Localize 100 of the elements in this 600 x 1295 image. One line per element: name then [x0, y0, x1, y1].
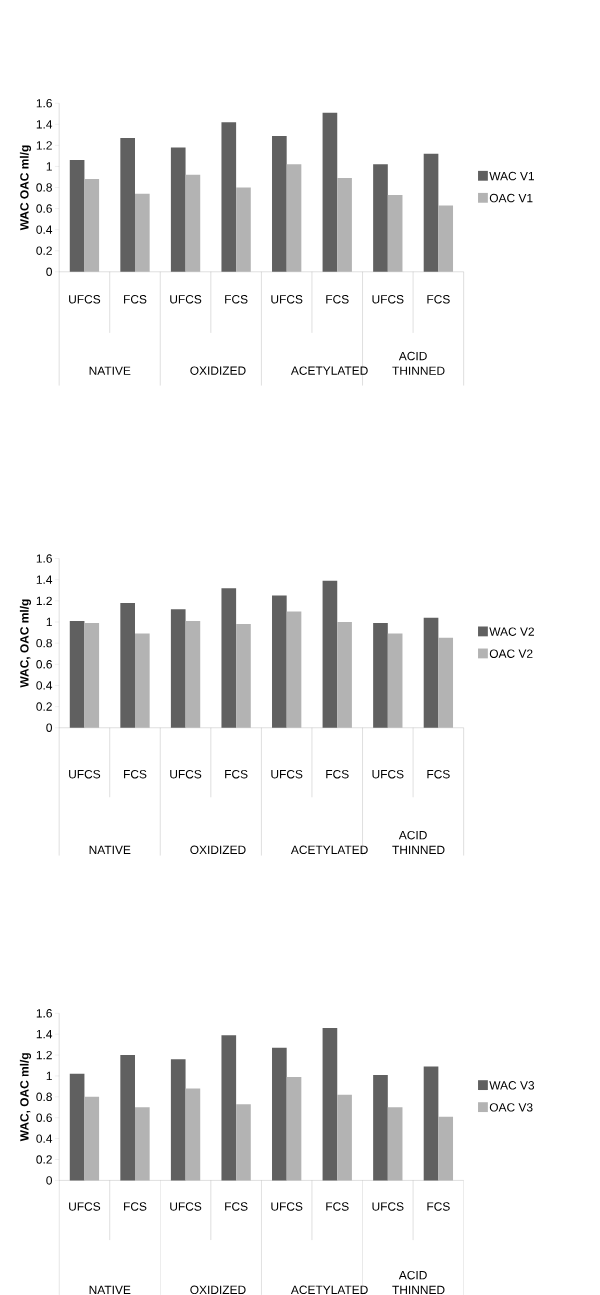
bar: [423, 153, 439, 272]
bar: [387, 633, 403, 728]
text: OXIDIZED: [190, 845, 246, 855]
bar: [84, 623, 99, 728]
bar: [185, 1088, 201, 1181]
y-tick-label: 0.8: [36, 183, 52, 192]
bar: [69, 160, 85, 272]
y-tick-label: 1: [46, 1071, 52, 1081]
x-tick-label: UFCS: [372, 769, 404, 779]
legend-label: WAC V2: [489, 627, 534, 636]
x-tick-label: UFCS: [170, 295, 202, 304]
x-tick-label: FCS: [224, 769, 248, 779]
bar: [438, 637, 453, 728]
bar: [69, 1073, 85, 1181]
bar: [134, 1107, 150, 1181]
bar: [286, 164, 302, 272]
x-tick-label: UFCS: [170, 769, 202, 779]
y-tick-label: 1.6: [36, 554, 52, 563]
bar: [423, 617, 439, 728]
y-tick-label: 0: [46, 267, 52, 277]
x-tick-label: UFCS: [68, 769, 100, 779]
bar: [286, 611, 302, 728]
y-tick-label: 0.6: [36, 204, 52, 213]
bar: [120, 1055, 135, 1181]
bar: [271, 595, 287, 728]
text: NATIVE: [89, 366, 131, 375]
bar: [337, 1094, 352, 1181]
x-tick-label: UFCS: [271, 295, 303, 304]
bar: [120, 602, 135, 728]
y-tick-label: 0.4: [36, 1134, 52, 1143]
legend-label: WAC V1: [489, 171, 534, 181]
y-tick-label: 1.4: [36, 575, 52, 584]
bar: [322, 1027, 338, 1181]
x-tick-label: FCS: [326, 295, 349, 304]
text: ACID THINNED: [392, 351, 445, 375]
bar: [372, 623, 388, 728]
x-tick-label: FCS: [326, 1202, 349, 1211]
bar: [235, 1104, 251, 1181]
x-tick-label: FCS: [123, 1202, 147, 1211]
bar: [185, 620, 201, 728]
bar: [84, 179, 99, 272]
y-tick-label: 1.6: [36, 1009, 52, 1018]
text: ACID THINNED: [392, 1270, 445, 1295]
legend-label: OAC V1: [489, 193, 533, 203]
bar: [120, 138, 135, 272]
bar: [372, 164, 388, 272]
bar: [134, 633, 150, 728]
y-tick-label: 0.8: [36, 1092, 52, 1102]
bar: [337, 621, 352, 728]
bar: [387, 1107, 403, 1181]
x-tick-label: UFCS: [372, 295, 404, 304]
y-tick-label: 0: [46, 1176, 52, 1185]
bar: [84, 1096, 99, 1181]
y-tick-label: 0.6: [36, 660, 52, 669]
bar: [221, 588, 236, 728]
bar: [438, 1116, 453, 1181]
y-tick-label: 1.4: [36, 1030, 52, 1039]
y-tick-label: 1.4: [36, 120, 52, 129]
bar: [387, 194, 403, 272]
text: NATIVE: [89, 845, 131, 855]
y-tick-label: 1.6: [36, 99, 52, 108]
y-axis-title: WAC, OAC ml/g: [19, 599, 31, 688]
bar: [221, 1035, 236, 1181]
y-tick-label: 0.2: [36, 246, 52, 255]
x-tick-label: UFCS: [170, 1202, 202, 1211]
text: NATIVE: [89, 1285, 131, 1295]
y-axis-title: WAC OAC ml/g: [19, 145, 31, 231]
bar: [221, 122, 236, 272]
x-tick-label: UFCS: [271, 769, 303, 779]
bar: [271, 1047, 287, 1181]
text: OXIDIZED: [190, 1285, 246, 1295]
bar: [337, 178, 352, 272]
y-tick-label: 0.6: [36, 1113, 52, 1122]
bar: [372, 1074, 388, 1181]
bar: [235, 624, 251, 728]
y-tick-label: 0.2: [36, 1155, 52, 1164]
x-tick-label: FCS: [427, 769, 450, 779]
x-tick-label: UFCS: [271, 1202, 303, 1211]
bar: [185, 174, 201, 272]
x-tick-label: UFCS: [68, 1202, 100, 1211]
bar: [134, 193, 150, 272]
bar: [271, 135, 287, 272]
y-tick-label: 0: [46, 723, 52, 732]
y-tick-label: 0.2: [36, 702, 52, 711]
bar: [170, 1059, 186, 1181]
y-tick-label: 0.8: [36, 638, 52, 648]
bar: [235, 187, 251, 272]
x-tick-label: FCS: [427, 1202, 450, 1211]
y-tick-label: 1.2: [36, 1050, 52, 1060]
x-tick-label: FCS: [326, 769, 349, 779]
text: OXIDIZED: [190, 366, 246, 375]
bar: [423, 1066, 439, 1181]
bar: [322, 580, 338, 728]
x-tick-label: FCS: [224, 1202, 248, 1211]
bar: [170, 147, 186, 272]
legend-label: OAC V2: [489, 649, 533, 658]
bar: [286, 1076, 302, 1181]
y-tick-label: 1: [46, 617, 52, 627]
legend-label: WAC V3: [489, 1081, 534, 1090]
y-tick-label: 0.4: [36, 225, 52, 234]
